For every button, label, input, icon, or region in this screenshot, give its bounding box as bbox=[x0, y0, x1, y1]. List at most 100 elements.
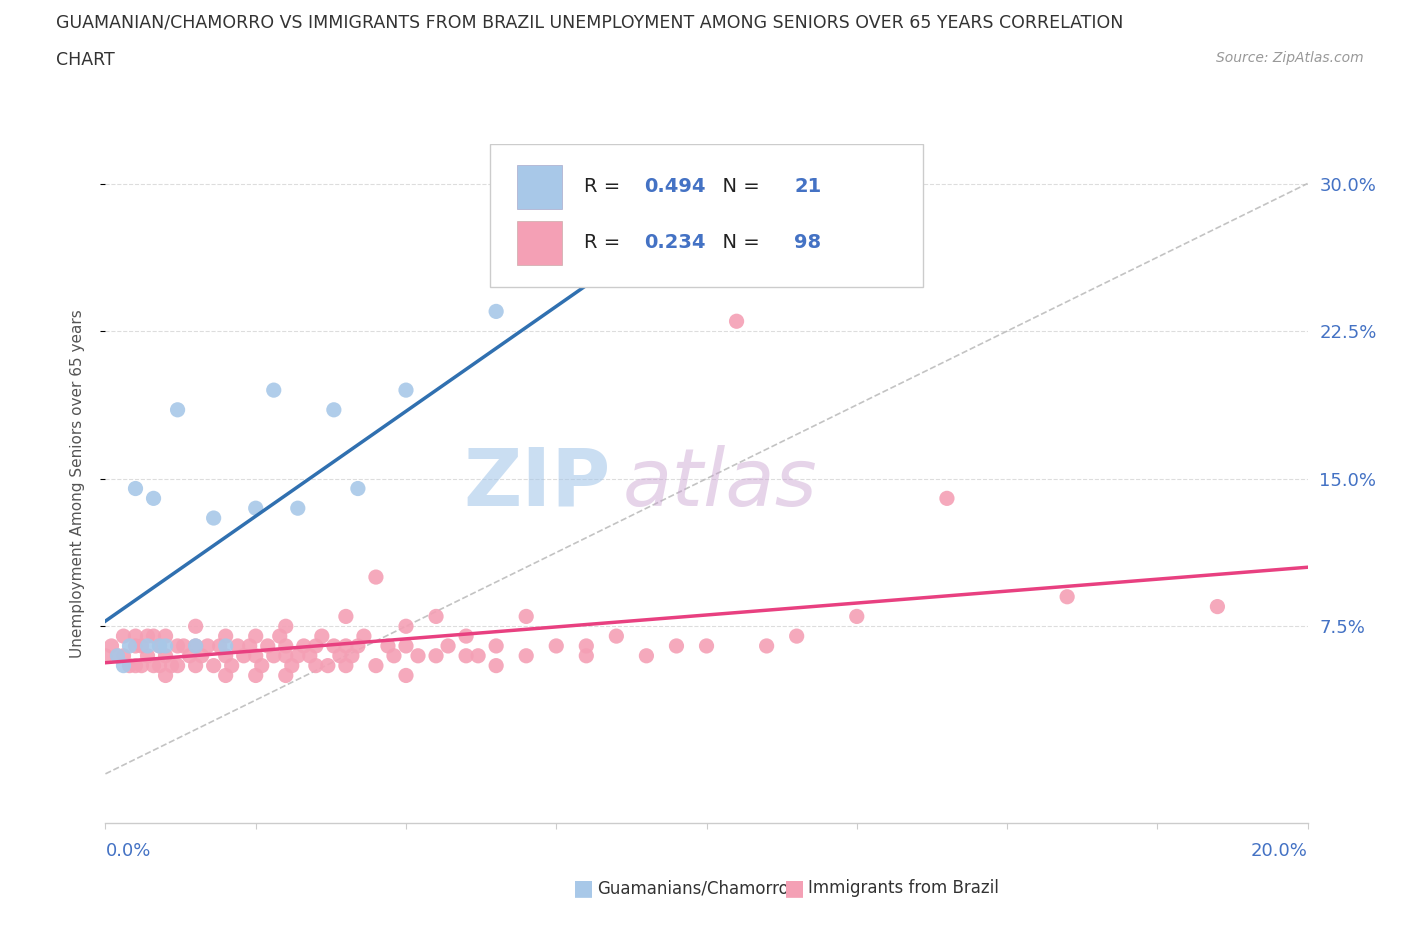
Point bbox=[395, 639, 418, 654]
Point bbox=[725, 313, 748, 328]
Point bbox=[214, 648, 236, 663]
Point bbox=[274, 668, 297, 683]
Point bbox=[112, 648, 135, 663]
Point bbox=[124, 481, 146, 496]
Point bbox=[214, 639, 236, 654]
Text: ■: ■ bbox=[785, 878, 804, 898]
Point bbox=[245, 668, 267, 683]
Point bbox=[329, 648, 352, 663]
Point bbox=[250, 658, 273, 673]
Text: CHART: CHART bbox=[56, 51, 115, 69]
Point bbox=[605, 235, 627, 250]
Point bbox=[263, 382, 285, 397]
Point bbox=[100, 639, 122, 654]
Point bbox=[485, 658, 508, 673]
Point bbox=[605, 629, 627, 644]
Point bbox=[148, 658, 170, 673]
Point bbox=[515, 609, 537, 624]
Point bbox=[155, 648, 177, 663]
Point bbox=[515, 648, 537, 663]
Point bbox=[197, 639, 219, 654]
Point bbox=[107, 648, 129, 663]
Point bbox=[184, 639, 207, 654]
Point bbox=[353, 629, 375, 644]
Point bbox=[160, 658, 183, 673]
Point bbox=[454, 648, 477, 663]
Point bbox=[136, 639, 159, 654]
Point bbox=[636, 648, 658, 663]
Point bbox=[335, 609, 357, 624]
Point bbox=[263, 648, 285, 663]
Text: N =: N = bbox=[710, 233, 766, 252]
Point bbox=[184, 618, 207, 633]
Point bbox=[131, 639, 153, 654]
Point bbox=[94, 648, 117, 663]
Point bbox=[786, 629, 808, 644]
Text: 98: 98 bbox=[794, 233, 821, 252]
Point bbox=[214, 629, 236, 644]
Point bbox=[335, 658, 357, 673]
Point bbox=[395, 382, 418, 397]
Point bbox=[377, 639, 399, 654]
Point bbox=[190, 648, 212, 663]
Point bbox=[202, 658, 225, 673]
Text: ZIP: ZIP bbox=[463, 445, 610, 523]
Text: 0.494: 0.494 bbox=[644, 177, 706, 195]
Point bbox=[214, 668, 236, 683]
Point bbox=[166, 658, 188, 673]
Text: N =: N = bbox=[710, 177, 766, 195]
Point bbox=[155, 668, 177, 683]
Point bbox=[936, 491, 959, 506]
Point bbox=[575, 648, 598, 663]
Point bbox=[696, 639, 718, 654]
Text: GUAMANIAN/CHAMORRO VS IMMIGRANTS FROM BRAZIL UNEMPLOYMENT AMONG SENIORS OVER 65 : GUAMANIAN/CHAMORRO VS IMMIGRANTS FROM BR… bbox=[56, 14, 1123, 32]
Point bbox=[269, 629, 291, 644]
Point bbox=[173, 639, 195, 654]
Point bbox=[322, 403, 344, 418]
Point bbox=[425, 648, 447, 663]
Point bbox=[256, 639, 278, 654]
Point bbox=[364, 570, 387, 585]
Point bbox=[467, 648, 489, 663]
Point bbox=[274, 618, 297, 633]
Point bbox=[311, 629, 333, 644]
Point bbox=[454, 629, 477, 644]
Point bbox=[437, 639, 460, 654]
Point bbox=[485, 639, 508, 654]
Point bbox=[142, 491, 165, 506]
Point bbox=[485, 304, 508, 319]
Point bbox=[281, 658, 304, 673]
Point bbox=[340, 648, 363, 663]
Point bbox=[239, 639, 262, 654]
Point bbox=[575, 639, 598, 654]
Point bbox=[232, 648, 254, 663]
Point bbox=[112, 629, 135, 644]
Point bbox=[755, 639, 778, 654]
Point bbox=[179, 648, 201, 663]
Text: 20.0%: 20.0% bbox=[1251, 842, 1308, 859]
Point bbox=[112, 658, 135, 673]
Point bbox=[136, 629, 159, 644]
Point bbox=[245, 629, 267, 644]
Point bbox=[322, 639, 344, 654]
Point bbox=[118, 639, 141, 654]
FancyBboxPatch shape bbox=[491, 144, 922, 286]
Point bbox=[382, 648, 405, 663]
Point bbox=[347, 639, 370, 654]
Point bbox=[208, 639, 231, 654]
Point bbox=[124, 658, 146, 673]
Point bbox=[298, 648, 321, 663]
Point bbox=[406, 648, 429, 663]
Point bbox=[395, 618, 418, 633]
Point bbox=[124, 639, 146, 654]
Text: 21: 21 bbox=[794, 177, 821, 195]
FancyBboxPatch shape bbox=[516, 165, 562, 208]
Point bbox=[845, 609, 868, 624]
Point bbox=[136, 648, 159, 663]
Point bbox=[316, 658, 339, 673]
Text: 0.234: 0.234 bbox=[644, 233, 706, 252]
Y-axis label: Unemployment Among Seniors over 65 years: Unemployment Among Seniors over 65 years bbox=[70, 310, 84, 658]
Point bbox=[292, 639, 315, 654]
Point bbox=[142, 629, 165, 644]
Point bbox=[1206, 599, 1229, 614]
